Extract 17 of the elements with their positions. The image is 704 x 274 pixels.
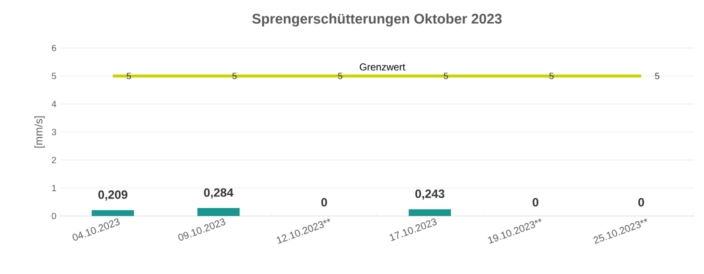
y-tick-label: 2 (52, 156, 56, 164)
data-label: 0 (321, 198, 328, 206)
data-label: 0,209 (98, 190, 128, 201)
data-label: 0 (532, 198, 538, 206)
y-tick-label: 6 (52, 44, 56, 52)
data-label: 5 (655, 72, 660, 80)
data-label: 0 (638, 198, 644, 206)
series-label: Grenzwert (360, 63, 406, 70)
y-tick-label: 5 (52, 72, 56, 80)
y-tick-label: 4 (52, 100, 56, 108)
data-label: 0,284 (204, 188, 234, 199)
chart-title: Sprengerschütterungen Oktober 2023 (252, 13, 502, 27)
data-label: 0,243 (415, 189, 444, 200)
y-tick-label: 3 (52, 128, 56, 136)
y-tick-label: 1 (52, 184, 56, 192)
y-tick-label: 0 (52, 212, 56, 220)
y-axis-title: [mm/s] (34, 116, 45, 148)
